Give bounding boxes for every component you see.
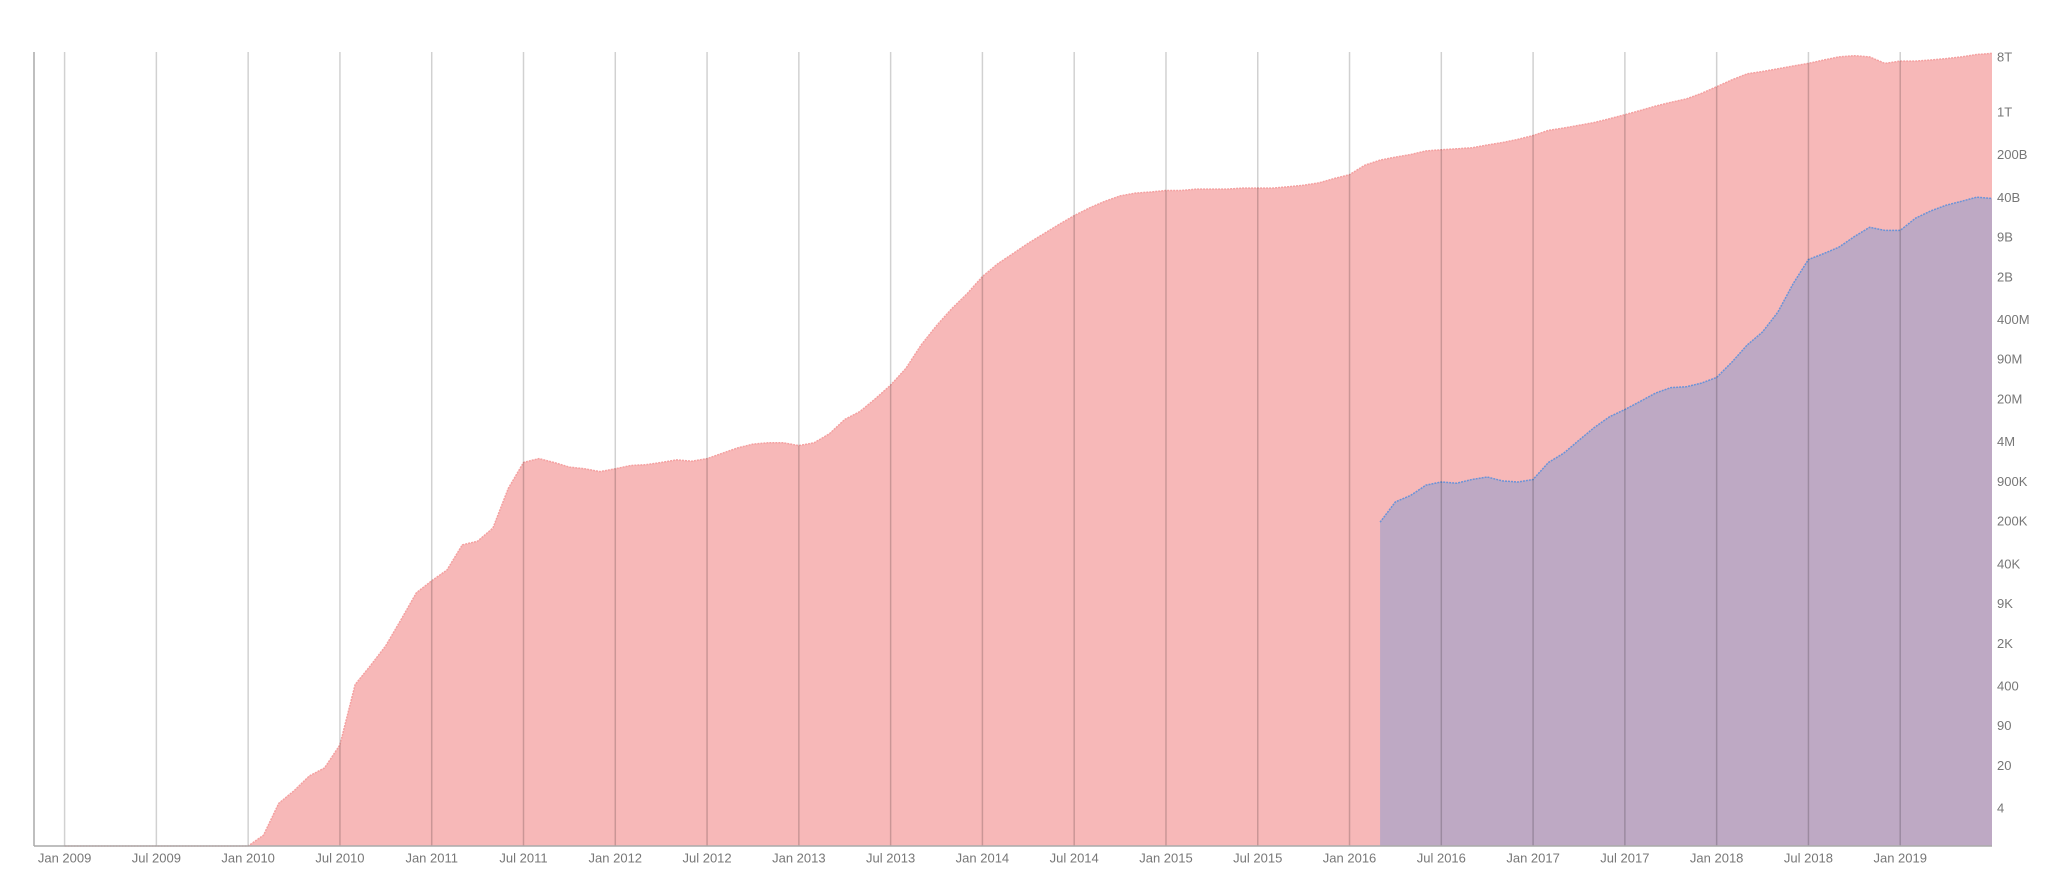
- x-tick-label: Jul 2016: [1417, 850, 1466, 865]
- x-tick-label: Jul 2011: [499, 850, 547, 865]
- x-tick-label: Jan 2017: [1506, 850, 1560, 865]
- x-tick-label: Jan 2014: [956, 850, 1010, 865]
- x-tick-label: Jan 2018: [1690, 850, 1744, 865]
- x-tick-label: Jul 2009: [132, 850, 181, 865]
- y-tick-label: 900K: [1997, 474, 2028, 489]
- x-tick-label: Jan 2012: [589, 850, 643, 865]
- y-tick-label: 400M: [1997, 312, 2030, 327]
- x-tick-label: Jul 2010: [315, 850, 364, 865]
- y-tick-label: 20: [1997, 758, 2011, 773]
- x-tick-label: Jul 2013: [866, 850, 915, 865]
- area-fill: [1380, 197, 1992, 846]
- x-tick-label: Jan 2013: [772, 850, 826, 865]
- y-tick-label: 9K: [1997, 596, 2013, 611]
- x-tick-label: Jul 2012: [682, 850, 731, 865]
- x-tick-label: Jul 2018: [1784, 850, 1833, 865]
- y-tick-label: 2K: [1997, 636, 2013, 651]
- y-tick-label: 8T: [1997, 49, 2012, 64]
- x-tick-label: Jul 2014: [1050, 850, 1099, 865]
- x-tick-label: Jan 2011: [405, 850, 458, 865]
- x-tick-label: Jan 2016: [1323, 850, 1377, 865]
- x-tick-label: Jan 2015: [1139, 850, 1193, 865]
- y-tick-label: 2B: [1997, 269, 2013, 284]
- area-line: [1379, 196, 1993, 523]
- x-tick-label: Jan 2010: [221, 850, 275, 865]
- y-tick-label: 4: [1997, 801, 2004, 816]
- area-fill: [64, 53, 1993, 846]
- x-tick-label: Jan 2009: [38, 850, 92, 865]
- y-tick-label: 40K: [1997, 556, 2020, 571]
- y-tick-label: 20M: [1997, 392, 2022, 407]
- y-tick-label: 40B: [1997, 190, 2020, 205]
- y-tick-label: 200K: [1997, 514, 2028, 529]
- y-tick-label: 400: [1997, 679, 2019, 694]
- y-tick-label: 9B: [1997, 229, 2013, 244]
- x-tick-label: Jul 2017: [1600, 850, 1649, 865]
- y-tick-label: 4M: [1997, 434, 2015, 449]
- y-tick-label: 200B: [1997, 147, 2027, 162]
- x-tick-label: Jan 2019: [1873, 850, 1927, 865]
- area-line: [64, 52, 1993, 847]
- x-tick-label: Jul 2015: [1233, 850, 1282, 865]
- y-tick-label: 90M: [1997, 352, 2022, 367]
- y-tick-label: 90: [1997, 718, 2011, 733]
- y-tick-label: 1T: [1997, 105, 2012, 120]
